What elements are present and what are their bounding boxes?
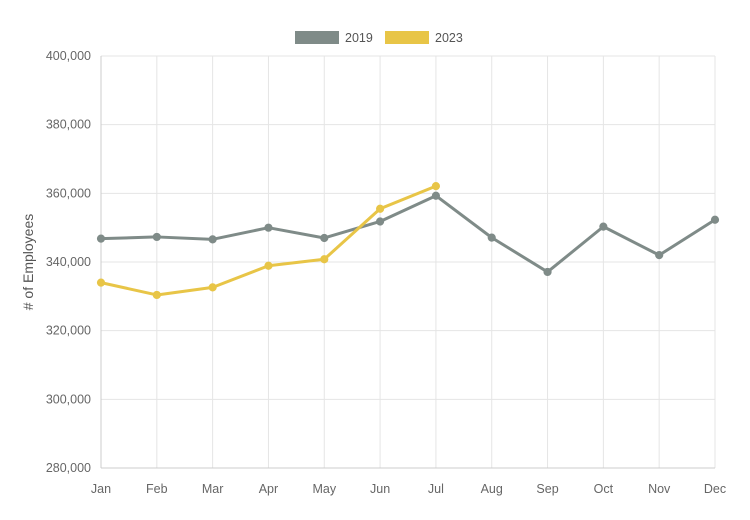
data-point[interactable] — [152, 232, 161, 242]
y-axis-label: # of Employees — [20, 214, 36, 311]
data-point[interactable] — [152, 290, 161, 300]
y-tick-label: 300,000 — [46, 392, 91, 406]
x-tick-label: Apr — [259, 482, 278, 496]
data-point[interactable] — [375, 217, 385, 226]
data-point[interactable] — [320, 255, 329, 264]
y-tick-label: 400,000 — [46, 49, 91, 63]
data-point[interactable] — [96, 234, 106, 243]
y-tick-label: 340,000 — [46, 255, 91, 269]
data-point[interactable] — [710, 215, 720, 224]
x-tick-label: Dec — [704, 482, 726, 496]
y-tick-label: 360,000 — [46, 186, 91, 200]
data-point[interactable] — [264, 261, 273, 270]
legend-item[interactable]: 2019 — [295, 31, 373, 45]
data-point[interactable] — [208, 235, 217, 244]
series-line — [99, 194, 717, 274]
y-tick-label: 280,000 — [46, 461, 91, 475]
data-point[interactable] — [655, 251, 664, 260]
grid — [100, 55, 716, 469]
data-point[interactable] — [431, 182, 441, 191]
axes: 280,000 300,000 320,000 340,000 360,000 380,0… — [46, 49, 726, 496]
x-tick-label: Aug — [481, 482, 503, 496]
data-point[interactable] — [375, 204, 385, 213]
x-tick-label: Sep — [536, 482, 558, 496]
series-2019 — [96, 191, 720, 277]
y-tick-label: 320,000 — [46, 324, 91, 338]
data-point[interactable] — [264, 223, 273, 232]
x-tick-label: Mar — [202, 482, 224, 496]
legend: 2019 2023 — [295, 31, 463, 45]
legend-label: 2019 — [345, 31, 373, 45]
x-tick-label: Nov — [648, 482, 671, 496]
data-point[interactable] — [599, 222, 608, 231]
series — [96, 182, 720, 300]
x-tick-label: Jul — [428, 482, 444, 496]
legend-item[interactable]: 2023 — [385, 31, 463, 45]
x-tick-label: May — [312, 482, 336, 496]
legend-label: 2023 — [435, 31, 463, 45]
legend-swatch — [295, 31, 339, 44]
data-point[interactable] — [431, 191, 441, 200]
x-tick-label: Oct — [594, 482, 614, 496]
x-tick-label: Jun — [370, 482, 390, 496]
data-point[interactable] — [487, 233, 496, 242]
x-tick-label: Feb — [146, 482, 168, 496]
data-point[interactable] — [543, 267, 552, 277]
series-2023 — [96, 182, 441, 300]
data-point[interactable] — [320, 233, 329, 243]
data-point[interactable] — [96, 278, 106, 287]
x-tick-label: Jan — [91, 482, 111, 496]
y-tick-label: 380,000 — [46, 118, 91, 132]
data-point[interactable] — [208, 283, 217, 292]
legend-swatch — [385, 31, 429, 44]
